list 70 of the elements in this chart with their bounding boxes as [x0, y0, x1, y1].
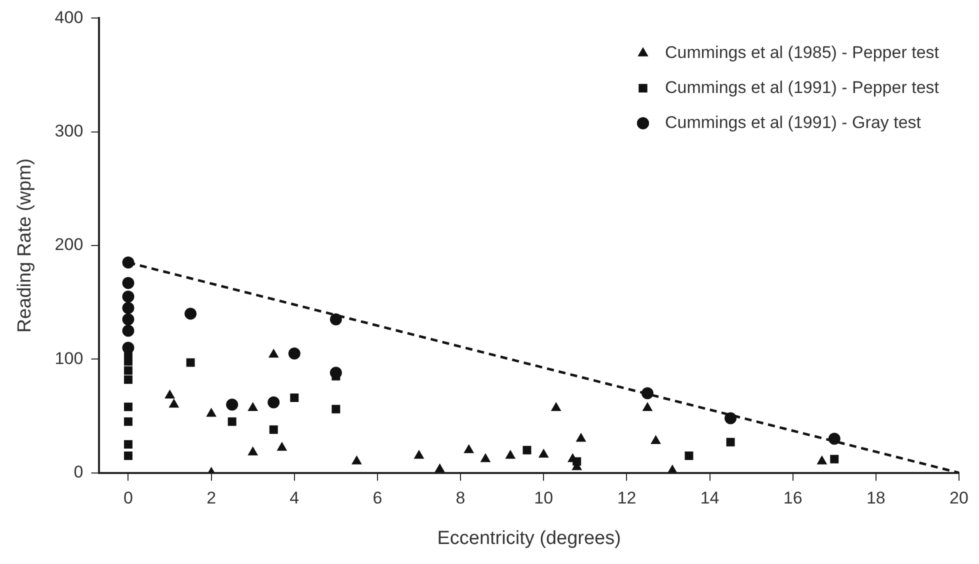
x-tick-label: 2	[206, 488, 216, 508]
point	[124, 375, 132, 384]
point	[828, 432, 840, 445]
point	[330, 313, 342, 326]
point	[124, 402, 132, 412]
y-tick-label: 100	[54, 348, 84, 368]
point	[816, 455, 828, 464]
point	[550, 402, 562, 412]
point	[122, 313, 134, 326]
point	[124, 440, 132, 449]
y-tick-label: 200	[54, 235, 84, 254]
point	[522, 446, 532, 454]
point	[642, 402, 653, 412]
point	[650, 434, 661, 444]
point	[248, 402, 258, 412]
point	[505, 450, 516, 459]
point	[641, 387, 654, 400]
point	[269, 425, 278, 434]
point	[480, 453, 491, 462]
point	[684, 452, 694, 460]
legend-label: Cummings et al (1991) - Pepper test	[664, 78, 940, 97]
legend-label: Cummings et al (1985) - Pepper test	[664, 42, 940, 62]
point	[206, 408, 217, 417]
point	[122, 290, 134, 303]
point	[724, 412, 737, 424]
point	[124, 452, 132, 460]
point	[332, 404, 340, 414]
point	[124, 357, 132, 366]
point	[352, 455, 362, 464]
point	[434, 463, 445, 472]
x-tick-label: 14	[700, 488, 720, 508]
point	[414, 450, 424, 459]
point	[164, 390, 175, 399]
point	[124, 366, 132, 375]
point	[186, 358, 195, 367]
y-axis-title: Reading Rate (wpm)	[14, 158, 36, 333]
point	[248, 446, 258, 456]
point	[184, 308, 197, 320]
point	[464, 444, 474, 454]
x-tick-label: 16	[783, 488, 802, 508]
point	[276, 442, 288, 451]
x-axis-title: Eccentricity (degrees)	[437, 528, 621, 549]
point	[268, 348, 279, 358]
point	[288, 347, 300, 360]
point	[830, 454, 839, 464]
point	[538, 448, 549, 458]
x-tick-label: 12	[617, 488, 636, 508]
point	[226, 398, 238, 411]
x-tick-label: 8	[456, 488, 466, 508]
x-tick-label: 4	[290, 488, 300, 508]
point	[122, 302, 134, 314]
y-tick-label: 300	[54, 122, 84, 141]
x-tick-label: 0	[124, 488, 133, 508]
x-tick-label: 6	[372, 488, 382, 508]
point	[122, 324, 134, 337]
y-tick-label: 400	[54, 8, 84, 27]
point	[168, 398, 180, 408]
y-tick-label: 0	[74, 462, 84, 482]
point	[268, 396, 280, 408]
x-tick-label: 18	[866, 488, 886, 508]
point	[228, 417, 236, 426]
x-tick-label: 10	[534, 488, 554, 508]
x-tick-label: 20	[950, 488, 968, 508]
point	[290, 394, 299, 402]
point	[124, 417, 132, 426]
legend-label: Cummings et al (1991) - Gray test	[664, 112, 922, 132]
point	[122, 277, 134, 290]
point	[122, 256, 134, 269]
point	[576, 432, 586, 442]
point	[726, 438, 735, 446]
